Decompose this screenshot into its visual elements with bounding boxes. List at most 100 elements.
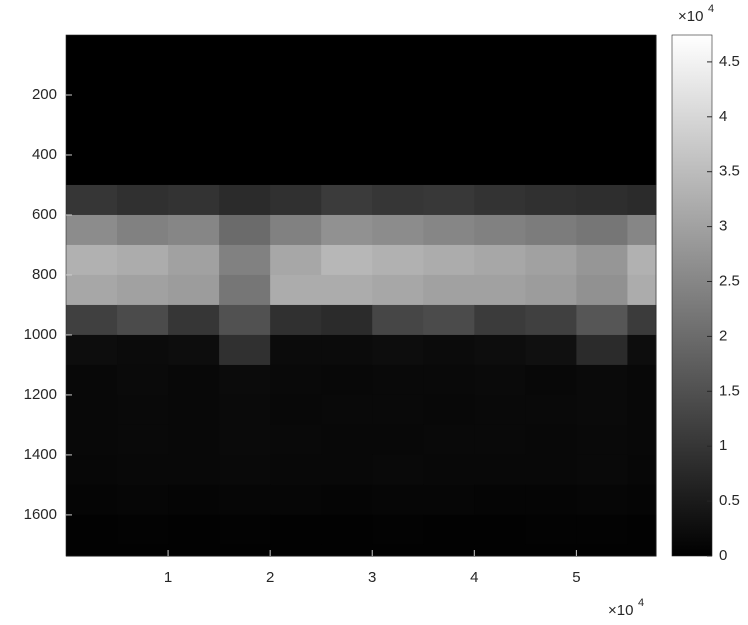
- heatmap-cell: [270, 394, 322, 426]
- heatmap-cell: [576, 424, 628, 456]
- heatmap-cell: [576, 184, 628, 216]
- heatmap-cell: [168, 184, 220, 216]
- heatmap-cell: [474, 35, 526, 66]
- heatmap: [66, 35, 657, 557]
- heatmap-cell: [321, 154, 373, 186]
- heatmap-cell: [321, 64, 373, 96]
- heatmap-cell: [525, 214, 577, 246]
- x-exponent-base: ×10: [608, 602, 633, 619]
- heatmap-cell: [423, 184, 475, 216]
- heatmap-cell: [372, 454, 424, 486]
- heatmap-cell: [525, 364, 577, 396]
- heatmap-cell: [423, 514, 475, 546]
- heatmap-cell: [474, 424, 526, 456]
- heatmap-cell: [168, 364, 220, 396]
- heatmap-cell: [474, 244, 526, 276]
- colorbar: [671, 34, 713, 557]
- heatmap-cell: [270, 514, 322, 546]
- heatmap-cell: [321, 304, 373, 336]
- heatmap-cell: [474, 544, 526, 557]
- heatmap-cell: [270, 274, 322, 306]
- x-tick-label: 1: [164, 569, 172, 586]
- y-tick-label: 1400: [24, 446, 57, 463]
- heatmap-cell: [372, 124, 424, 156]
- colorbar-tick-label: 0.5: [719, 492, 740, 509]
- heatmap-cell: [576, 394, 628, 426]
- heatmap-cell: [168, 394, 220, 426]
- heatmap-cell: [168, 514, 220, 546]
- colorbar-tick-label: 2.5: [719, 272, 740, 289]
- heatmap-cell: [627, 454, 657, 486]
- heatmap-cell: [270, 184, 322, 216]
- colorbar-tick-label: 3: [719, 218, 727, 235]
- heatmap-cell: [117, 484, 169, 516]
- heatmap-cell: [423, 544, 475, 557]
- heatmap-cell: [168, 124, 220, 156]
- heatmap-cell: [66, 244, 118, 276]
- heatmap-cell: [168, 304, 220, 336]
- heatmap-cell: [525, 124, 577, 156]
- heatmap-cell: [423, 454, 475, 486]
- heatmap-cell: [576, 304, 628, 336]
- heatmap-cell: [321, 184, 373, 216]
- heatmap-cell: [219, 364, 271, 396]
- heatmap-cell: [117, 244, 169, 276]
- heatmap-cell: [66, 394, 118, 426]
- heatmap-cell: [321, 454, 373, 486]
- heatmap-cell: [627, 364, 657, 396]
- heatmap-cell: [168, 454, 220, 486]
- heatmap-cell: [219, 184, 271, 216]
- heatmap-cell: [219, 64, 271, 96]
- plot-box: [65, 34, 657, 557]
- heatmap-cell: [627, 394, 657, 426]
- heatmap-cell: [168, 424, 220, 456]
- heatmap-cell: [117, 184, 169, 216]
- heatmap-cell: [321, 544, 373, 557]
- heatmap-cell: [66, 64, 118, 96]
- heatmap-cell: [525, 454, 577, 486]
- heatmap-cell: [219, 154, 271, 186]
- heatmap-cell: [270, 124, 322, 156]
- y-tick-label: 400: [32, 146, 57, 163]
- heatmap-cell: [117, 394, 169, 426]
- heatmap-cell: [219, 304, 271, 336]
- heatmap-cell: [66, 124, 118, 156]
- heatmap-cell: [372, 214, 424, 246]
- heatmap-cell: [117, 304, 169, 336]
- heatmap-cell: [474, 514, 526, 546]
- heatmap-cell: [576, 514, 628, 546]
- heatmap-cell: [372, 544, 424, 557]
- heatmap-cell: [423, 394, 475, 426]
- heatmap-cell: [474, 304, 526, 336]
- x-tick-label: 4: [470, 569, 478, 586]
- heatmap-cell: [168, 274, 220, 306]
- heatmap-cell: [627, 484, 657, 516]
- heatmap-cell: [321, 94, 373, 126]
- heatmap-cell: [423, 244, 475, 276]
- heatmap-cell: [474, 154, 526, 186]
- heatmap-cell: [270, 364, 322, 396]
- heatmap-cell: [219, 484, 271, 516]
- heatmap-cell: [525, 334, 577, 366]
- heatmap-cell: [117, 514, 169, 546]
- heatmap-cell: [321, 364, 373, 396]
- heatmap-cell: [525, 94, 577, 126]
- heatmap-cell: [576, 64, 628, 96]
- heatmap-cell: [117, 334, 169, 366]
- heatmap-cell: [372, 394, 424, 426]
- heatmap-cell: [321, 424, 373, 456]
- y-tick-label: 1600: [24, 506, 57, 523]
- x-exponent-power: 4: [638, 597, 644, 609]
- x-tick-label: 2: [266, 569, 274, 586]
- heatmap-cell: [474, 94, 526, 126]
- heatmap-cell: [117, 274, 169, 306]
- colorbar-tick-label: 2: [719, 327, 727, 344]
- heatmap-cell: [117, 154, 169, 186]
- heatmap-cell: [168, 64, 220, 96]
- heatmap-cell: [474, 124, 526, 156]
- colorbar-tick-label: 4.5: [719, 53, 740, 70]
- heatmap-cell: [372, 64, 424, 96]
- heatmap-cell: [66, 184, 118, 216]
- heatmap-cell: [321, 35, 373, 66]
- heatmap-cell: [270, 154, 322, 186]
